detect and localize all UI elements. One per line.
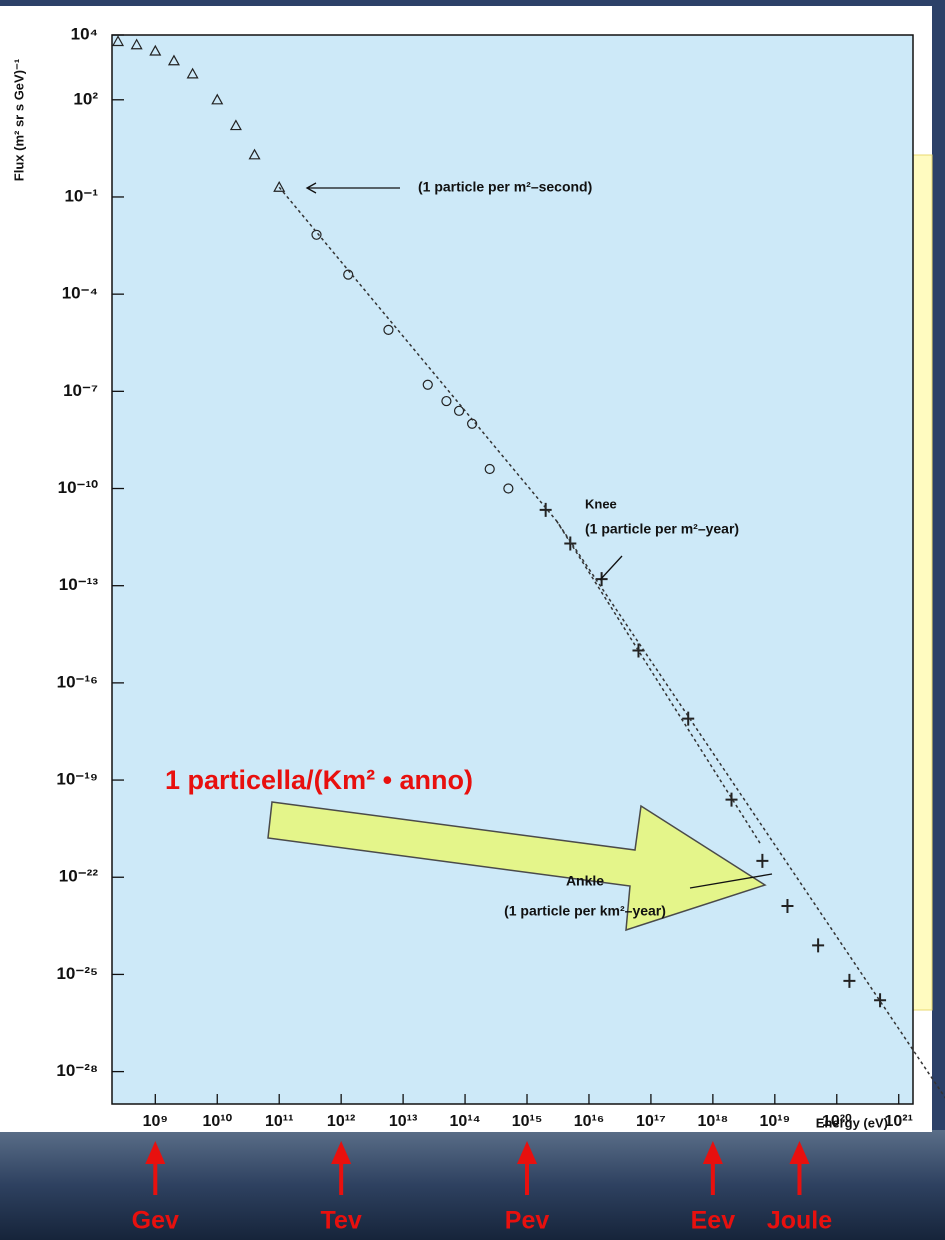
point bbox=[725, 792, 738, 807]
x-tick-label: 10¹⁹ bbox=[759, 1113, 790, 1130]
y-tick-label: 10⁻¹⁶ bbox=[57, 672, 98, 691]
x-tick-label: 10¹⁴ bbox=[450, 1113, 481, 1130]
point bbox=[273, 180, 286, 192]
point bbox=[812, 938, 825, 953]
x-tick-label: 10¹⁵ bbox=[512, 1113, 543, 1130]
point bbox=[503, 483, 514, 494]
point bbox=[682, 711, 695, 726]
energy-arrow bbox=[145, 1141, 166, 1195]
y-tick-label: 10⁻¹⁰ bbox=[58, 478, 99, 497]
point bbox=[149, 44, 162, 56]
x-tick-label: 10¹² bbox=[327, 1113, 355, 1130]
y-tick-label: 10⁻¹ bbox=[64, 186, 98, 205]
energy-label: Eev bbox=[691, 1207, 736, 1235]
x-tick-label: 10¹⁸ bbox=[698, 1113, 729, 1130]
point bbox=[781, 898, 794, 913]
y-tick-label: 10⁻⁷ bbox=[63, 381, 98, 400]
y-tick-label: 10⁻¹⁹ bbox=[56, 770, 98, 789]
point bbox=[311, 229, 322, 240]
point bbox=[484, 463, 495, 475]
annotation: Ankle bbox=[566, 873, 604, 889]
x-tick-label: 10¹⁶ bbox=[574, 1113, 605, 1130]
x-tick-label: 10¹⁰ bbox=[202, 1113, 232, 1130]
point bbox=[843, 973, 856, 988]
point bbox=[111, 35, 125, 47]
y-tick-label: 10⁻¹³ bbox=[59, 575, 99, 594]
energy-label: Tev bbox=[321, 1207, 362, 1235]
annotation: (1 particle per km²–year) bbox=[504, 903, 666, 919]
point bbox=[874, 993, 887, 1008]
y-tick-label: 10⁻⁴ bbox=[62, 284, 98, 303]
annotation: Knee bbox=[585, 496, 617, 511]
x-tick-label: 10¹³ bbox=[389, 1113, 417, 1130]
plot: 10⁴ 10² 10⁻¹ 10⁻⁴ 10⁻⁷ 10⁻¹⁰ 10⁻¹³ 10⁻¹⁶ 10⁻¹⁹ 10… bbox=[56, 24, 945, 1130]
point bbox=[632, 643, 645, 658]
point bbox=[186, 67, 199, 79]
point bbox=[453, 405, 465, 416]
series bbox=[555, 520, 762, 846]
x-tick-label: 10²¹ bbox=[884, 1113, 912, 1130]
y-tick-label: 10⁻²⁸ bbox=[56, 1061, 98, 1080]
point bbox=[383, 324, 394, 335]
energy-label: Pev bbox=[505, 1207, 550, 1235]
x-tick-label: 10¹¹ bbox=[265, 1113, 293, 1130]
x-tick-label: 10¹⁷ bbox=[636, 1113, 666, 1130]
y-tick-label: 10⁴ bbox=[71, 24, 98, 43]
energy-label: Joule bbox=[767, 1207, 832, 1235]
arrow-head bbox=[305, 182, 317, 194]
y-tick-label: 10⁻²⁵ bbox=[56, 964, 98, 983]
fit-line bbox=[555, 520, 762, 846]
energy-arrow bbox=[789, 1141, 810, 1195]
series bbox=[111, 35, 286, 192]
annotation: (1 particle per m²–year) bbox=[585, 521, 739, 537]
point bbox=[441, 395, 452, 407]
point bbox=[756, 853, 769, 868]
plot-area bbox=[111, 34, 914, 1105]
note-box bbox=[911, 154, 933, 1011]
y-axis-label: Flux (m² sr s GeV)⁻¹ bbox=[11, 59, 26, 181]
annotation: 1 particella/(Km² • anno) bbox=[165, 765, 473, 795]
energy-arrow bbox=[331, 1141, 352, 1195]
energy-arrow bbox=[516, 1141, 538, 1195]
point bbox=[167, 54, 180, 66]
point bbox=[211, 93, 224, 105]
x-tick-label: 10⁹ bbox=[143, 1113, 168, 1130]
x-tick-label: 10²⁰ bbox=[822, 1113, 852, 1130]
arrow bbox=[599, 555, 623, 581]
point bbox=[229, 119, 242, 131]
arrow bbox=[689, 873, 773, 889]
point bbox=[248, 148, 261, 160]
x-axis-label: Energy (eV) bbox=[816, 1115, 888, 1130]
energy-arrow bbox=[702, 1141, 723, 1195]
annotation: (1 particle per m²–second) bbox=[418, 179, 592, 195]
energy-label: Gev bbox=[132, 1207, 179, 1235]
big-arrow bbox=[267, 801, 767, 932]
y-tick-label: 10⁻²² bbox=[59, 867, 99, 886]
point bbox=[130, 38, 143, 50]
annotation-arrows bbox=[305, 182, 773, 889]
point bbox=[539, 502, 552, 517]
y-tick-label: 10² bbox=[73, 89, 98, 108]
point bbox=[422, 379, 433, 390]
